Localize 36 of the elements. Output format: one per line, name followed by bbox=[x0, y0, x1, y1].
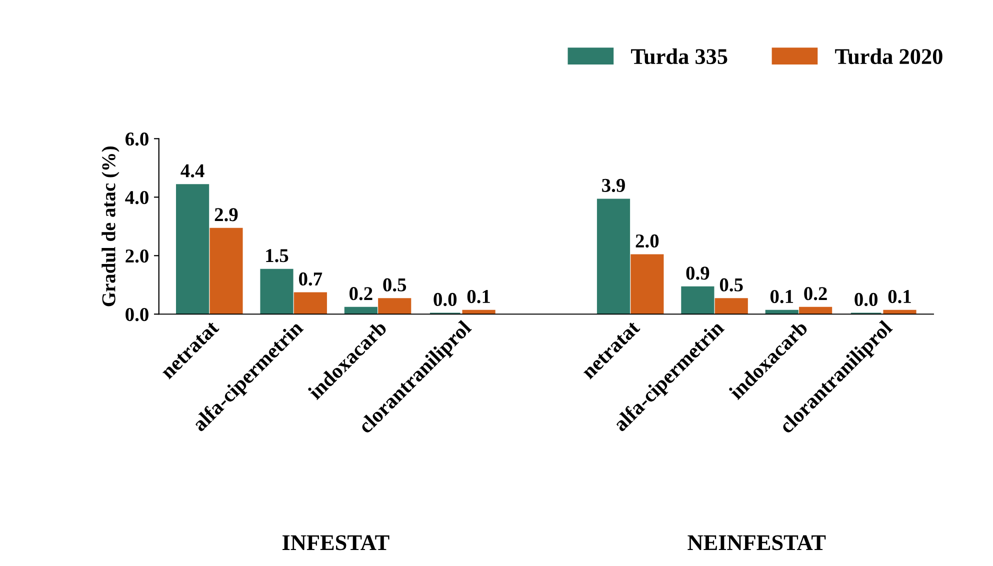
y-tick-label: 6.0 bbox=[126, 132, 148, 146]
data-label: 0.1 bbox=[467, 290, 490, 304]
bar bbox=[260, 268, 294, 314]
data-label: 0.9 bbox=[686, 266, 710, 280]
bar bbox=[630, 254, 664, 314]
bar bbox=[799, 306, 832, 314]
data-label: 2.0 bbox=[636, 234, 659, 248]
data-label: 0.5 bbox=[383, 278, 406, 292]
data-label: 0.2 bbox=[804, 287, 827, 300]
data-label: 3.9 bbox=[602, 178, 625, 192]
legend-label: Turda 2020 bbox=[835, 48, 942, 64]
legend-label: Turda 335 bbox=[631, 48, 728, 64]
data-label: 0.7 bbox=[299, 272, 322, 286]
bar bbox=[378, 298, 412, 314]
bar bbox=[176, 184, 210, 314]
data-label: 0.5 bbox=[720, 278, 743, 292]
bar bbox=[596, 198, 630, 314]
bar bbox=[294, 292, 327, 314]
data-label: 0.1 bbox=[888, 290, 911, 304]
text: INFESTAT bbox=[282, 535, 390, 550]
bar bbox=[210, 228, 243, 314]
data-label: 0.0 bbox=[854, 292, 878, 306]
data-label: 0.0 bbox=[434, 292, 457, 306]
data-label: 0.1 bbox=[770, 290, 794, 304]
bar bbox=[714, 298, 748, 314]
y-tick-label: 2.0 bbox=[126, 249, 148, 263]
y-tick-label: 4.0 bbox=[125, 190, 148, 204]
text: NEINFESTAT bbox=[688, 535, 826, 550]
data-label: 1.5 bbox=[266, 249, 288, 262]
data-label: 2.9 bbox=[214, 208, 238, 222]
bar bbox=[344, 306, 378, 314]
bar bbox=[681, 286, 714, 314]
data-label: 4.4 bbox=[180, 164, 204, 178]
y-axis-title: Gradul de atac (%) bbox=[102, 146, 120, 306]
data-label: 0.2 bbox=[350, 287, 372, 300]
y-tick-label: 0.0 bbox=[126, 308, 148, 322]
